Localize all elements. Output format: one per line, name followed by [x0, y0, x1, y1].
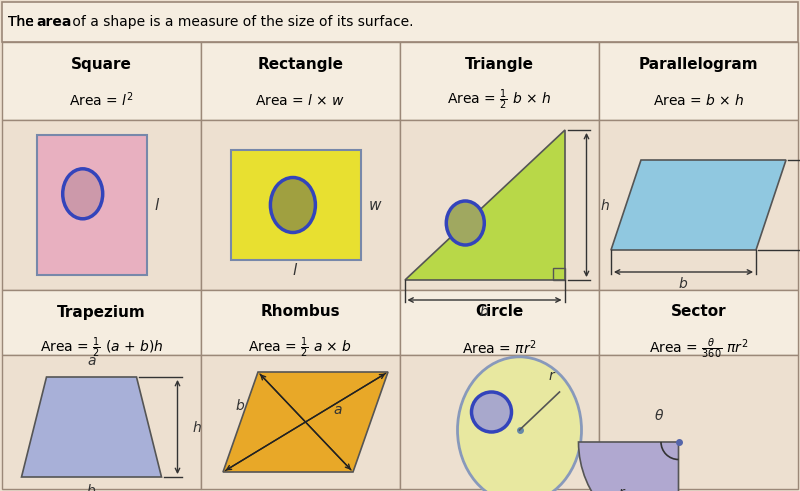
- Text: Area = $\frac{1}{2}$ $\mathit{b}$ $\times$ $\mathit{h}$: Area = $\frac{1}{2}$ $\mathit{b}$ $\time…: [447, 88, 551, 112]
- Text: $\mathit{h}$: $\mathit{h}$: [191, 419, 202, 435]
- Ellipse shape: [62, 169, 102, 219]
- Bar: [599, 290, 798, 355]
- Text: Area = $\frac{\theta}{360}$ $\pi\mathit{r}^2$: Area = $\frac{\theta}{360}$ $\pi\mathit{…: [649, 336, 748, 360]
- Polygon shape: [22, 377, 162, 477]
- Bar: [553, 268, 565, 280]
- Bar: [230, 150, 361, 260]
- Bar: [599, 355, 798, 489]
- Ellipse shape: [270, 178, 315, 233]
- Text: $\mathit{r}$: $\mathit{r}$: [547, 369, 556, 383]
- Bar: [400, 355, 599, 489]
- Bar: [201, 290, 400, 355]
- Text: $\mathit{l}$: $\mathit{l}$: [154, 197, 161, 213]
- Text: $\mathit{r}$: $\mathit{r}$: [618, 486, 627, 491]
- Bar: [2, 120, 201, 290]
- Bar: [400, 290, 599, 355]
- Bar: [400, 42, 599, 120]
- Bar: [37, 135, 146, 275]
- Bar: [2, 290, 201, 355]
- Text: Triangle: Triangle: [465, 56, 534, 72]
- Text: area: area: [36, 15, 71, 29]
- Bar: [599, 42, 798, 120]
- Ellipse shape: [446, 201, 484, 245]
- Bar: [2, 2, 798, 42]
- Text: $\mathit{b}$: $\mathit{b}$: [678, 276, 689, 291]
- Bar: [2, 42, 201, 120]
- Text: Area = $\frac{1}{2}$ $(\mathit{a}$ + $\mathit{b})\mathit{h}$: Area = $\frac{1}{2}$ $(\mathit{a}$ + $\m…: [40, 336, 163, 360]
- Text: Area = $\pi\mathit{r}^2$: Area = $\pi\mathit{r}^2$: [462, 339, 537, 357]
- Text: $\mathit{a}$: $\mathit{a}$: [333, 403, 342, 417]
- Wedge shape: [578, 442, 678, 491]
- Text: Area = $\mathit{l}$ $\times$ $\mathit{w}$: Area = $\mathit{l}$ $\times$ $\mathit{w}…: [255, 92, 346, 108]
- Text: The: The: [8, 15, 38, 29]
- Text: $\mathit{w}$: $\mathit{w}$: [369, 197, 383, 213]
- Bar: [201, 120, 400, 290]
- Text: Area = $\mathit{l}^2$: Area = $\mathit{l}^2$: [69, 91, 134, 109]
- Text: Rhombus: Rhombus: [261, 304, 340, 320]
- Bar: [201, 42, 400, 120]
- Text: $\mathit{b}$: $\mathit{b}$: [479, 304, 490, 319]
- Text: Rectangle: Rectangle: [258, 56, 343, 72]
- Bar: [201, 355, 400, 489]
- Text: Area = $\frac{1}{2}$ $\mathit{a}$ $\times$ $\mathit{b}$: Area = $\frac{1}{2}$ $\mathit{a}$ $\time…: [249, 336, 353, 360]
- Bar: [599, 120, 798, 290]
- Text: Circle: Circle: [475, 304, 524, 320]
- Ellipse shape: [458, 357, 582, 491]
- Text: Square: Square: [71, 56, 132, 72]
- Text: $\mathit{b}$: $\mathit{b}$: [235, 398, 245, 413]
- Polygon shape: [611, 160, 786, 250]
- Text: $\theta$: $\theta$: [654, 408, 664, 423]
- Text: $\mathit{h}$: $\mathit{h}$: [601, 197, 610, 213]
- Polygon shape: [223, 372, 388, 472]
- Bar: [2, 355, 201, 489]
- Bar: [400, 120, 599, 290]
- Text: Sector: Sector: [670, 304, 726, 320]
- Text: $\mathit{a}$: $\mathit{a}$: [86, 354, 96, 368]
- Text: The: The: [8, 15, 38, 29]
- Text: $\mathit{b}$: $\mathit{b}$: [86, 483, 97, 491]
- Text: of a shape is a measure of the size of its surface.: of a shape is a measure of the size of i…: [68, 15, 414, 29]
- Text: Area = $\mathit{b}$ $\times$ $\mathit{h}$: Area = $\mathit{b}$ $\times$ $\mathit{h}…: [653, 92, 744, 108]
- Text: The: The: [8, 15, 38, 29]
- Text: Trapezium: Trapezium: [57, 304, 146, 320]
- Text: $\mathit{l}$: $\mathit{l}$: [293, 262, 298, 278]
- Polygon shape: [405, 130, 565, 280]
- Circle shape: [471, 392, 511, 432]
- Text: Parallelogram: Parallelogram: [638, 56, 758, 72]
